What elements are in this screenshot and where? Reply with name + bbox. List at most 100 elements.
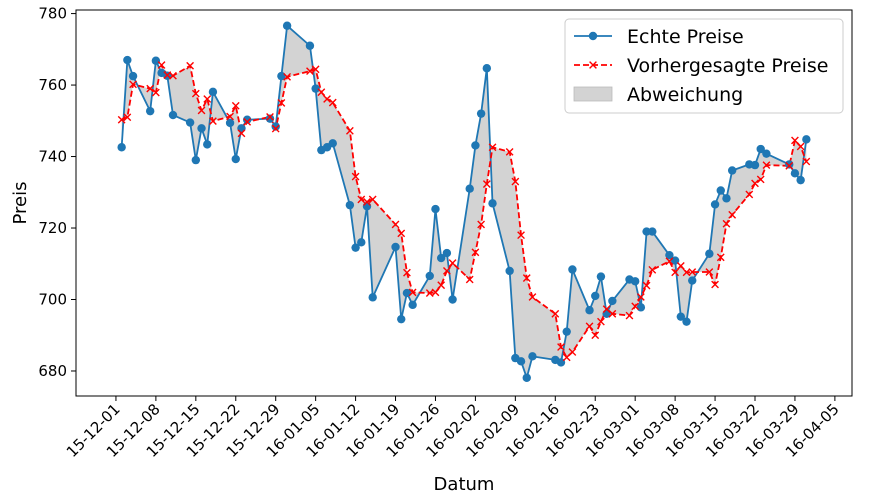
data-point-echte-preise [476,109,486,118]
data-point-echte-preise [682,317,691,326]
data-point-echte-preise [608,296,617,306]
data-point-vorhergesagte-preise [271,124,280,133]
data-point-echte-preise [528,352,537,361]
data-point-vorhergesagte-preise [756,175,765,184]
data-point-vorhergesagte-preise [585,322,594,331]
data-point-echte-preise [562,327,571,336]
data-point-echte-preise [345,200,355,210]
data-point-echte-preise [436,253,446,263]
data-point-echte-preise [448,295,457,304]
x-axis-ticks: 15-12-0115-12-0815-12-1515-12-2215-12-29… [63,396,843,461]
data-point-vorhergesagte-preise [403,268,411,277]
data-point-echte-preise [471,141,480,150]
data-point-echte-preise [117,143,126,152]
data-point-echte-preise [585,306,594,315]
data-point-vorhergesagte-preise [557,343,565,351]
data-point-vorhergesagte-preise [631,302,640,311]
data-point-vorhergesagte-preise [711,280,719,289]
data-point-echte-preise [596,272,606,281]
data-point-echte-preise [305,41,315,50]
data-point-echte-preise [750,160,760,170]
data-point-vorhergesagte-preise [608,309,617,318]
data-point-vorhergesagte-preise [751,179,759,188]
data-point-vorhergesagte-preise [129,80,137,89]
data-point-echte-preise [391,242,400,252]
data-point-vorhergesagte-preise [351,172,360,181]
data-point-echte-preise [465,184,474,193]
data-point-echte-preise [705,249,714,258]
data-point-vorhergesagte-preise [317,88,326,97]
data-point-vorhergesagte-preise [226,112,234,121]
data-point-echte-preise [357,238,366,247]
data-point-vorhergesagte-preise [688,268,697,276]
data-point-vorhergesagte-preise [437,281,446,290]
legend-label: Abweichung [627,84,743,106]
data-point-vorhergesagte-preise [762,161,771,170]
data-point-vorhergesagte-preise [243,117,252,126]
data-point-echte-preise [311,84,320,93]
data-point-vorhergesagte-preise [665,257,674,266]
data-point-vorhergesagte-preise [363,198,371,206]
data-point-vorhergesagte-preise [488,143,497,152]
x-axis-title: Datum [434,474,495,495]
data-point-vorhergesagte-preise [209,117,217,126]
data-point-vorhergesagte-preise [745,190,754,199]
data-point-echte-preise [408,300,417,310]
data-point-vorhergesagte-preise [431,288,440,297]
data-point-vorhergesagte-preise [722,219,731,228]
legend-swatch-patch [573,86,613,102]
data-point-echte-preise [716,186,725,195]
data-point-echte-preise [168,110,178,120]
data-point-vorhergesagte-preise [597,317,605,326]
data-point-echte-preise [688,276,697,285]
data-point-vorhergesagte-preise [785,161,794,170]
data-point-echte-preise [185,118,195,127]
data-point-echte-preise [488,199,497,208]
data-point-echte-preise [282,21,292,30]
data-point-echte-preise [568,265,577,274]
data-point-vorhergesagte-preise [186,61,195,70]
data-point-vorhergesagte-preise [511,177,520,186]
data-point-vorhergesagte-preise [442,267,451,275]
data-point-echte-preise [397,314,406,324]
y-tick-label: 780 [38,5,67,23]
data-point-vorhergesagte-preise [705,268,714,276]
data-point-echte-preise [516,357,526,366]
data-point-vorhergesagte-preise [169,71,177,80]
data-point-echte-preise [197,124,206,133]
data-point-vorhergesagte-preise [636,293,645,301]
data-point-echte-preise [425,271,434,281]
data-point-vorhergesagte-preise [728,210,737,219]
data-point-vorhergesagte-preise [328,98,337,107]
data-point-vorhergesagte-preise [117,115,126,124]
data-point-vorhergesagte-preise [191,89,200,98]
data-point-echte-preise [151,56,161,65]
data-point-echte-preise [665,250,674,260]
data-point-vorhergesagte-preise [505,147,514,156]
data-point-echte-preise [591,291,600,301]
plot-area-frame [75,9,853,397]
chart-legend: Echte Preise Vorhergesagte Preise Abweichu… [564,18,844,114]
data-point-vorhergesagte-preise [203,95,212,103]
data-point-vorhergesagte-preise [676,262,685,270]
data-point-vorhergesagte-preise [231,101,240,110]
data-point-vorhergesagte-preise [602,305,611,314]
data-point-vorhergesagte-preise [796,142,805,151]
data-point-echte-preise [242,115,252,124]
data-point-vorhergesagte-preise [482,180,491,188]
data-point-echte-preise [271,122,280,131]
data-point-echte-preise [790,169,800,178]
data-point-echte-preise [762,149,771,158]
data-point-vorhergesagte-preise [323,95,331,103]
data-point-vorhergesagte-preise [266,112,274,121]
data-point-vorhergesagte-preise [465,275,474,284]
legend-items: Echte Preise Vorhergesagte Preise Abweichu… [573,26,828,106]
data-point-vorhergesagte-preise [397,229,406,238]
y-tick-label: 760 [38,76,67,94]
data-point-echte-preise [756,144,765,154]
data-point-echte-preise [368,293,377,302]
deviation-area-layer [121,25,807,378]
data-point-vorhergesagte-preise [197,106,206,115]
